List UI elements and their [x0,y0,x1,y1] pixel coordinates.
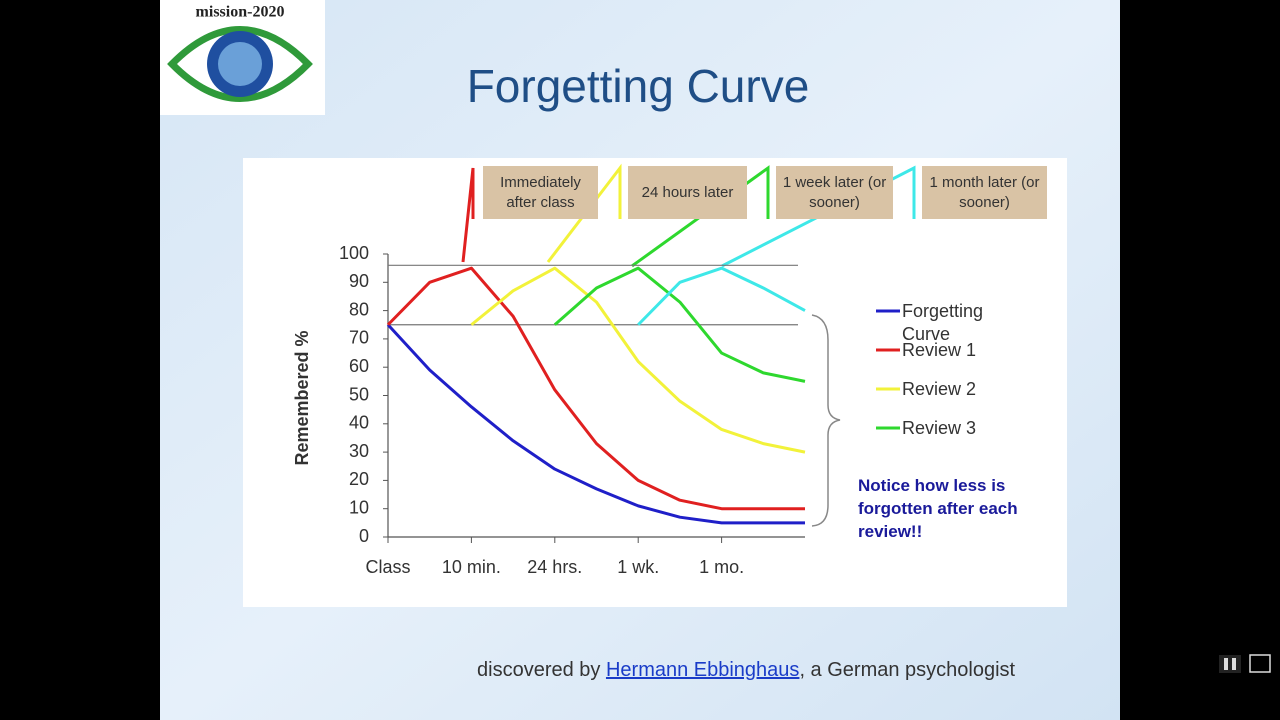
x-tick-label: 1 mo. [699,557,744,577]
y-tick-label: 70 [349,328,369,348]
y-tick-label: 10 [349,497,369,517]
series-line [470,266,806,454]
pause-icon [1224,658,1228,670]
legend-label: Review 3 [902,418,977,438]
footer-text: discovered by [477,659,601,681]
footer: discovered by Hermann Ebbinghaus, a Germ… [477,659,1015,682]
slide-title: Forgetting Curve [467,60,810,112]
footer-link[interactable]: Hermann Ebbinghaus [605,659,800,681]
logo-eye [167,26,313,102]
y-tick-label: 80 [349,299,369,319]
pause-icon [1232,658,1236,670]
x-tick-label: 1 wk. [617,557,659,577]
stage-connectors [461,163,916,268]
brace [811,314,841,527]
stage-label: 1 month later (or sooner) [922,166,1047,219]
legend-label: Review 2 [902,379,977,399]
legend-label: Forgetting Curve [902,301,984,344]
stage-label: Immediately after class [483,166,598,219]
y-tick-label: 50 [349,384,369,404]
stage-label: 24 hours later [628,166,747,219]
series-line [386,266,805,511]
screen-button[interactable] [1249,654,1271,673]
y-tick-label: 0 [359,526,369,546]
y-tick-label: 90 [349,271,369,291]
y-tick-label: 20 [349,469,369,489]
y-tick-label: 100 [339,243,369,263]
y-tick-label: 30 [349,441,369,461]
x-tick-label: Class [365,557,410,577]
y-axis-label: Remembered % [292,330,312,465]
legend-label: Review 1 [902,340,977,360]
y-tick-label: 60 [349,356,369,376]
chart-area [243,158,1067,607]
x-tick-label: 24 hrs. [527,557,582,577]
logo-globe-inner [218,42,262,86]
footer-text: , a German psychologist [799,659,1016,681]
y-tick-label: 40 [349,413,369,433]
pause-button[interactable] [1219,655,1241,673]
annotation: Notice how less is forgotten after each … [858,476,1018,541]
stage-label: 1 week later (or sooner) [776,166,893,219]
series-line [637,266,806,326]
series-line [386,323,805,525]
series-line [553,266,806,383]
x-tick-label: 10 min. [442,557,501,577]
logo-text: mission-2020 [196,4,285,21]
